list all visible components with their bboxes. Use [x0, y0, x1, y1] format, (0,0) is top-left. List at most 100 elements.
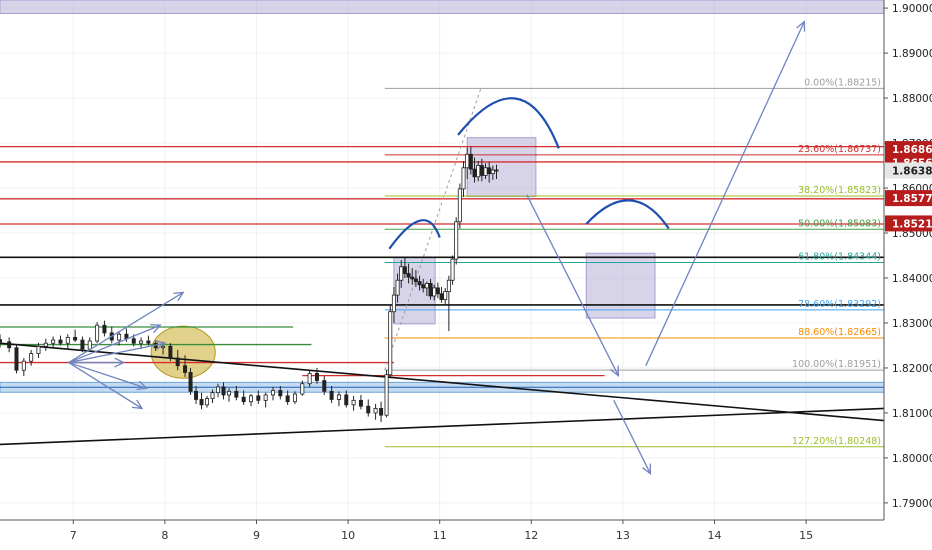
candle-body: [216, 386, 221, 394]
time-tick-label: 7: [70, 529, 77, 542]
fib-level-label: 38.20%(1.85823): [798, 185, 881, 196]
fib-level-label: 0.00%(1.88215): [804, 77, 881, 88]
lines-layer: [0, 145, 885, 446]
arrow-head: [131, 399, 144, 410]
candle-body: [494, 169, 499, 172]
arrow: [645, 21, 805, 366]
price-tick-label: 1.84000: [892, 273, 932, 285]
candle-body: [43, 342, 48, 347]
candle-body: [428, 282, 433, 297]
candle-body: [102, 324, 107, 334]
arrow: [68, 361, 147, 389]
price-tag-text: 1.86389: [892, 166, 932, 178]
candle-body: [270, 390, 275, 396]
zone-top-band: [0, 0, 885, 14]
price-tick-label: 1.88000: [892, 93, 932, 105]
candle-body: [410, 276, 415, 280]
candle-body: [395, 279, 400, 296]
fib-anchor-line: [384, 88, 482, 371]
arrow: [68, 291, 184, 364]
candle-body: [131, 338, 136, 344]
price-tick-label: 1.79000: [892, 498, 932, 510]
candle-body: [366, 405, 371, 414]
candle-body: [241, 396, 246, 403]
candle-body: [51, 339, 56, 344]
candle-body: [439, 293, 444, 300]
candle-body: [446, 279, 451, 292]
fib-level-label: 88.60%(1.82665): [798, 327, 881, 338]
candle-body: [249, 395, 254, 403]
price-tick-label: 1.80000: [892, 453, 932, 465]
candle-body: [391, 294, 396, 313]
arrow: [68, 324, 161, 364]
arrow-head: [796, 20, 806, 32]
time-tick-label: 10: [341, 529, 355, 542]
candle-body: [117, 333, 122, 341]
arrow-head: [173, 291, 185, 302]
candle-body: [0, 339, 3, 343]
fib-level-label: 100.00%(1.81951): [792, 359, 881, 370]
candle-body: [87, 340, 92, 350]
fib-level-label: 50.00%(1.85083): [798, 218, 881, 229]
arrow-head: [114, 357, 126, 368]
candle-body: [80, 339, 85, 350]
fib-level-label: 23.60%(1.86737): [798, 144, 881, 155]
price-tag-text: 1.85213: [892, 218, 932, 230]
highlight-ellipse: [150, 325, 216, 379]
fib-level-label: 78.60%(1.83292): [798, 299, 881, 310]
price-tick-label: 1.83000: [892, 318, 932, 330]
price-tick-label: 1.89000: [892, 48, 932, 60]
arrow: [68, 362, 143, 409]
candle-body: [358, 399, 363, 407]
price-tag-text: 1.85776: [892, 193, 932, 205]
price-tick-label: 1.90000: [892, 3, 932, 15]
candle-body: [175, 357, 180, 367]
candle-body: [161, 345, 166, 349]
time-tick-label: 15: [799, 529, 813, 542]
candle-body: [278, 390, 283, 397]
candle-body: [256, 395, 261, 401]
candle-body: [227, 390, 232, 396]
candle-body: [194, 390, 199, 400]
price-tick-label: 1.82000: [892, 363, 932, 375]
candle-body: [95, 324, 100, 342]
fibonacci-layer: 0.00%(1.88215) 23.60%(1.86737) 38.20%(1.85…: [384, 77, 884, 448]
trend-line: [0, 407, 885, 446]
arrow-head: [155, 340, 167, 350]
candle-body: [413, 278, 418, 282]
candle-body: [36, 345, 41, 354]
price-tag-box: [885, 141, 932, 158]
price-tick-label: 1.81000: [892, 408, 932, 420]
candle-body: [146, 340, 151, 344]
time-tick-label: 8: [161, 529, 168, 542]
candle-body: [183, 365, 188, 373]
zone-box-target: [585, 252, 656, 319]
candle-body: [210, 392, 215, 399]
candle-body: [402, 266, 407, 274]
candle-body: [29, 353, 34, 362]
candle-body: [421, 284, 426, 289]
arrow-head: [609, 365, 620, 377]
fib-level-label: 61.80%(1.84344): [798, 252, 881, 263]
arrow: [526, 194, 619, 376]
candle-body: [285, 395, 290, 403]
arrow: [613, 400, 651, 474]
price-tag-box: [885, 215, 932, 232]
candle-body: [263, 394, 268, 401]
candle-body: [300, 383, 305, 395]
candle-body: [388, 311, 393, 376]
candle-body: [221, 386, 226, 396]
candle-body: [384, 374, 389, 416]
candle-body: [379, 408, 384, 416]
candle-body: [399, 266, 404, 281]
candle-body: [406, 273, 411, 278]
candle-body: [58, 339, 63, 344]
candle-body: [188, 372, 193, 392]
annotations-layer: [68, 20, 806, 476]
candle-body: [139, 340, 144, 344]
candle-body: [450, 258, 455, 281]
price-axis-background: [884, 0, 932, 550]
